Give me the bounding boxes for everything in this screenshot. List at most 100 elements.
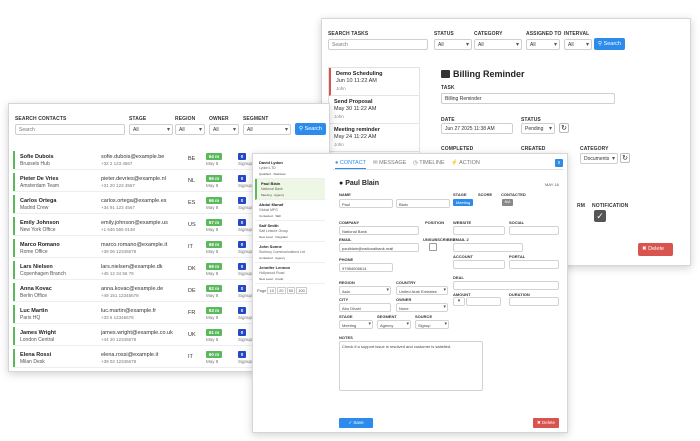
- category-filter-label: CATEGORY: [474, 31, 503, 37]
- mini-item-tags: Contacted · SEF: [259, 214, 282, 218]
- social-input[interactable]: [509, 226, 559, 235]
- region-filter-select[interactable]: All: [175, 124, 205, 135]
- assigned-badge: 0: [238, 329, 246, 336]
- pager-10[interactable]: 10: [267, 287, 276, 294]
- email2-input[interactable]: [453, 243, 523, 252]
- task-detail-title-text: Billing Reminder: [453, 69, 525, 79]
- deal-input[interactable]: [453, 281, 559, 290]
- search-contacts-input[interactable]: Search: [15, 124, 125, 135]
- mini-list-item[interactable]: Abdul Munaf Global MFG Contacted · SEF: [255, 200, 325, 221]
- contact-phone: +33 6 12345678: [101, 315, 134, 320]
- contact-row[interactable]: Emily Johnson New York Office emily.johnso…: [13, 217, 261, 236]
- interval-filter-select[interactable]: All: [564, 39, 592, 50]
- contact-row[interactable]: James Wright London Central james.wright@e…: [13, 327, 261, 346]
- mini-list-item[interactable]: Saif Smith Saif Leisure Group New Lead · I…: [255, 221, 325, 242]
- pager: Page 10 20 50 100: [257, 287, 307, 294]
- contact-phone: +34 91 123 4567: [101, 205, 135, 210]
- tab-message[interactable]: ✉ MESSAGE: [373, 160, 406, 166]
- contact-row[interactable]: Pieter De Vries Amsterdam Team pieter.devr…: [13, 173, 261, 192]
- contact-row[interactable]: Sofie Dubois Brussels Hub sofie.dubois@exa…: [13, 151, 261, 170]
- region-select[interactable]: Asia: [339, 286, 391, 295]
- search-contacts-button[interactable]: ⚲ Search: [295, 123, 326, 135]
- save-button[interactable]: ✓ Save: [339, 418, 373, 428]
- contacts-list: Sofie Dubois Brussels Hub sofie.dubois@exa…: [13, 151, 261, 371]
- delete-task-button[interactable]: ✖ Delete: [638, 243, 673, 256]
- stage-badge[interactable]: Meeting: [453, 199, 473, 206]
- date-field-input[interactable]: Jun 27 2025 11:38 AM: [441, 123, 513, 134]
- tab-contact[interactable]: ● CONTACT: [335, 160, 367, 169]
- contact-segment: Signup: [238, 183, 253, 188]
- tab-action[interactable]: ⚡ ACTION: [451, 160, 480, 166]
- contact-row[interactable]: Elena Rossi Milan Desk elena.rossi@example…: [13, 349, 261, 368]
- task-item[interactable]: Demo Scheduling Jun 10 11:22 AM John: [329, 68, 419, 96]
- city-input[interactable]: Abu Dhabi: [339, 303, 391, 312]
- email-input[interactable]: paulblain@nationalbank.mail: [339, 243, 419, 252]
- stage-select[interactable]: Meeting: [339, 320, 373, 329]
- contact-row[interactable]: Marco Romano Rome Office marco.romano@exam…: [13, 239, 261, 258]
- owner-select[interactable]: None: [396, 303, 448, 312]
- portal-input[interactable]: [509, 260, 559, 269]
- mini-item-company: National Bank: [261, 187, 283, 191]
- status-filter-select[interactable]: All: [434, 39, 472, 50]
- segment-filter-select[interactable]: All: [243, 124, 291, 135]
- stage-filter-select[interactable]: All: [129, 124, 173, 135]
- contact-country: BE: [188, 156, 196, 162]
- task-field-input[interactable]: Billing Reminder: [441, 93, 615, 104]
- contact-phone: +1 646 555 0148: [101, 227, 135, 232]
- notes-textarea[interactable]: Check if a support issue is resolved and…: [339, 341, 483, 391]
- category-filter-select[interactable]: All: [474, 39, 522, 50]
- company-input[interactable]: National Bank: [339, 226, 419, 235]
- pager-50[interactable]: 50: [286, 287, 296, 294]
- search-tasks-button[interactable]: ⚲ Search: [594, 38, 625, 50]
- contact-phone: +49 151 12345678: [101, 293, 139, 298]
- assigned-filter-select[interactable]: All: [526, 39, 560, 50]
- owner-filter-select[interactable]: All: [209, 124, 239, 135]
- search-tasks-input[interactable]: Search: [328, 39, 428, 50]
- name-label: NAME: [339, 192, 351, 197]
- contact-row[interactable]: Lars Nielsen Copenhagen Branch lars.nielse…: [13, 261, 261, 280]
- category-field-select[interactable]: Documents: [580, 153, 618, 164]
- first-name-input[interactable]: Paul: [339, 199, 393, 208]
- country-select[interactable]: United Arab Emirates: [396, 286, 448, 295]
- days-badge: 64 m: [206, 153, 222, 160]
- contact-row[interactable]: Carlos Ortega Madrid Crew carlos.ortega@ex…: [13, 195, 261, 214]
- task-item[interactable]: Meeting reminder May 24 11:22 AM John: [329, 124, 419, 152]
- status-field-select[interactable]: Pending: [521, 123, 555, 134]
- last-name-input[interactable]: Blain: [396, 199, 450, 208]
- contacted-label: CONTACTED: [501, 192, 526, 197]
- phone-input[interactable]: 97984006614: [339, 263, 393, 272]
- tab-timeline[interactable]: ◷ TIMELINE: [413, 160, 445, 166]
- interval-filter-label: INTERVAL: [564, 31, 590, 37]
- notification-checkbox[interactable]: ✓: [594, 210, 606, 222]
- website-input[interactable]: [453, 226, 505, 235]
- amount-input[interactable]: [466, 297, 501, 306]
- source-label: SOURCE: [415, 314, 433, 319]
- contact-country: ES: [188, 200, 196, 206]
- company-label: COMPANY: [339, 220, 360, 225]
- contact-row[interactable]: Anna Kovac Berlin Office anna.kovac@exampl…: [13, 283, 261, 302]
- contact-name: Lars Nielsen: [20, 264, 53, 270]
- status-bar: [13, 217, 15, 235]
- chevron-down-icon[interactable]: ▾: [453, 297, 465, 306]
- mini-list-item[interactable]: Jennifer Lennon Hollywood Road New Lead · …: [255, 263, 325, 284]
- mini-list-item[interactable]: Paul Blain National Bank Meeting · Agency: [255, 179, 325, 200]
- delete-contact-button[interactable]: ✖ Delete: [533, 418, 559, 428]
- mini-list-item[interactable]: John Sonne Sunbury Communications Ltd Cont…: [255, 242, 325, 263]
- user-icon: ●: [335, 160, 339, 166]
- segment-select[interactable]: Agency: [377, 320, 411, 329]
- pager-100[interactable]: 100: [296, 287, 307, 294]
- mini-list-item[interactable]: David Lydon Lydon LTD Qualified · Stainles…: [255, 158, 325, 179]
- source-select[interactable]: Signup: [415, 320, 449, 329]
- refresh-icon[interactable]: ↻: [620, 153, 630, 163]
- refresh-icon[interactable]: ↻: [559, 123, 569, 133]
- close-icon[interactable]: x: [555, 159, 563, 167]
- pager-20[interactable]: 20: [277, 287, 286, 294]
- task-item[interactable]: Send Proposal May 30 11:22 AM John: [329, 96, 419, 124]
- account-input[interactable]: [453, 260, 505, 269]
- contact-name: Luc Martin: [20, 308, 48, 314]
- unsubscribed-checkbox[interactable]: [429, 243, 437, 251]
- duration-input[interactable]: [509, 297, 559, 306]
- contact-segment: Signup: [238, 359, 253, 364]
- contact-row[interactable]: Luc Martin Paris HQ luc.martin@example.fr +…: [13, 305, 261, 324]
- contact-country: US: [188, 222, 196, 228]
